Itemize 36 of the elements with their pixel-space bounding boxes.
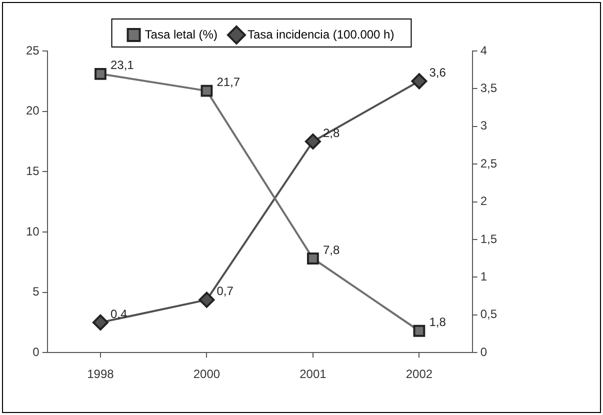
data-label: 3,6: [429, 65, 446, 80]
x-tick-label: 1998: [87, 367, 114, 382]
y2-tick-label: 2: [480, 194, 488, 208]
legend-label: Tasa incidencia (100.000 h): [247, 27, 394, 42]
x-tick-label: 2001: [300, 367, 327, 382]
y2-tick-label: 3,5: [480, 81, 498, 96]
point: [200, 84, 213, 97]
y2-tick-label: 3: [480, 118, 488, 133]
data-label: 23,1: [110, 58, 134, 72]
y-tick-label: 10: [26, 224, 40, 238]
y-tick-label: 0: [32, 344, 40, 359]
data-label: 7,8: [322, 242, 340, 257]
legend-label: Tasa letal (%): [144, 27, 218, 42]
y2-tick-label: 2,5: [480, 156, 498, 170]
point: [304, 133, 321, 150]
point: [411, 73, 428, 90]
point: [413, 324, 426, 337]
y-tick-label: 25: [26, 43, 40, 58]
data-label: 0,7: [216, 284, 234, 298]
y2-tick-label: 4: [480, 43, 488, 58]
data-label: 0,4: [110, 306, 128, 321]
point: [92, 314, 108, 330]
y-tick-label: 5: [32, 284, 40, 299]
point: [198, 292, 215, 308]
x-tick-label: 2000: [193, 367, 220, 382]
data-label: 21,7: [216, 75, 240, 90]
point: [307, 252, 319, 264]
y2-tick-label: 1,5: [480, 232, 498, 246]
y2-tick-label: 1: [480, 270, 488, 284]
y2-tick-label: 0,5: [480, 307, 498, 322]
y-tick-label: 20: [26, 104, 40, 118]
point: [94, 68, 106, 80]
data-label: 1,8: [429, 315, 446, 330]
x-tick-label: 2002: [406, 367, 433, 382]
y-tick-label: 15: [26, 164, 40, 178]
y2-tick-label: 0: [480, 344, 488, 359]
